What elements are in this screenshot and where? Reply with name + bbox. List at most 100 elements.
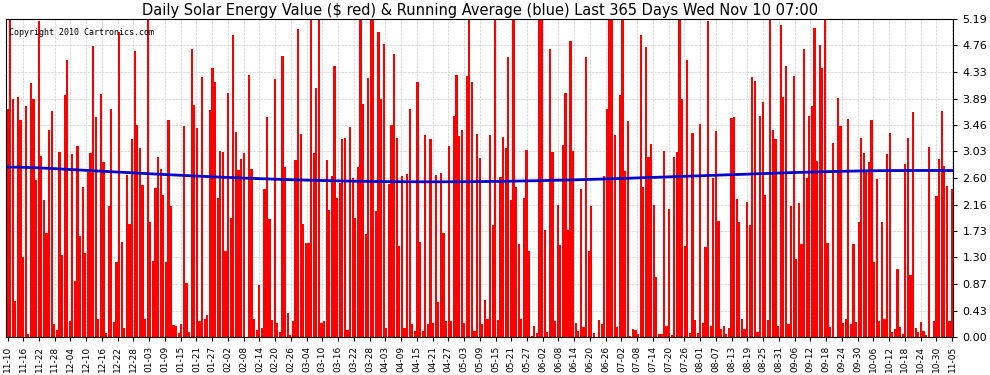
Bar bbox=[403, 328, 406, 337]
Bar bbox=[71, 154, 73, 337]
Bar bbox=[915, 328, 917, 337]
Bar bbox=[30, 83, 32, 337]
Bar bbox=[105, 333, 107, 337]
Bar bbox=[660, 334, 662, 337]
Bar bbox=[61, 255, 63, 337]
Bar bbox=[782, 97, 784, 337]
Bar bbox=[458, 136, 460, 337]
Bar bbox=[774, 139, 777, 337]
Bar bbox=[263, 189, 265, 337]
Bar bbox=[279, 333, 281, 337]
Bar bbox=[827, 243, 829, 337]
Bar bbox=[852, 244, 854, 337]
Bar bbox=[281, 56, 284, 337]
Bar bbox=[824, 19, 826, 337]
Bar bbox=[243, 153, 245, 337]
Bar bbox=[572, 151, 574, 337]
Bar bbox=[819, 45, 821, 337]
Bar bbox=[857, 222, 859, 337]
Bar bbox=[772, 130, 774, 337]
Bar bbox=[427, 324, 429, 337]
Bar bbox=[840, 126, 842, 337]
Bar bbox=[582, 327, 585, 337]
Bar bbox=[544, 230, 545, 337]
Bar bbox=[546, 332, 548, 337]
Bar bbox=[284, 167, 286, 337]
Bar bbox=[564, 93, 566, 337]
Bar bbox=[315, 88, 318, 337]
Bar bbox=[577, 331, 579, 337]
Bar bbox=[766, 320, 769, 337]
Bar bbox=[559, 245, 561, 337]
Bar bbox=[342, 139, 344, 337]
Bar bbox=[745, 202, 748, 337]
Bar bbox=[422, 331, 424, 337]
Bar bbox=[463, 323, 465, 337]
Bar bbox=[590, 206, 592, 337]
Bar bbox=[100, 94, 102, 337]
Bar bbox=[515, 187, 517, 337]
Bar bbox=[419, 242, 421, 337]
Bar bbox=[479, 158, 481, 337]
Bar bbox=[305, 243, 307, 337]
Bar bbox=[668, 209, 670, 337]
Bar bbox=[297, 29, 299, 337]
Bar bbox=[652, 206, 654, 337]
Bar bbox=[191, 49, 193, 337]
Bar bbox=[344, 138, 346, 337]
Bar bbox=[147, 19, 148, 337]
Bar bbox=[129, 225, 131, 337]
Bar bbox=[50, 111, 52, 337]
Bar bbox=[702, 323, 704, 337]
Bar bbox=[471, 82, 473, 337]
Bar bbox=[121, 242, 123, 337]
Bar bbox=[554, 321, 556, 337]
Bar bbox=[248, 75, 249, 337]
Bar bbox=[635, 330, 637, 337]
Bar bbox=[198, 321, 201, 337]
Bar bbox=[276, 322, 278, 337]
Bar bbox=[489, 135, 491, 337]
Bar bbox=[20, 120, 22, 337]
Bar bbox=[561, 145, 564, 337]
Bar bbox=[718, 220, 720, 337]
Bar bbox=[728, 328, 730, 337]
Bar bbox=[816, 160, 818, 337]
Bar bbox=[860, 138, 862, 337]
Bar bbox=[336, 198, 339, 337]
Bar bbox=[142, 185, 144, 337]
Bar bbox=[551, 152, 553, 337]
Bar bbox=[354, 219, 356, 337]
Bar bbox=[255, 330, 257, 337]
Bar bbox=[899, 327, 901, 337]
Bar bbox=[201, 77, 203, 337]
Bar bbox=[468, 19, 470, 337]
Bar bbox=[339, 183, 341, 337]
Bar bbox=[445, 321, 447, 337]
Bar bbox=[801, 244, 803, 337]
Bar bbox=[157, 157, 159, 337]
Bar bbox=[134, 51, 136, 337]
Bar bbox=[630, 336, 632, 337]
Bar bbox=[870, 120, 873, 337]
Bar bbox=[632, 329, 634, 337]
Bar bbox=[417, 82, 419, 337]
Bar bbox=[348, 127, 351, 337]
Bar bbox=[375, 211, 377, 337]
Bar bbox=[910, 275, 912, 337]
Bar bbox=[951, 189, 953, 337]
Bar bbox=[473, 331, 475, 337]
Bar bbox=[933, 321, 935, 337]
Bar bbox=[697, 333, 699, 337]
Bar bbox=[673, 157, 675, 337]
Bar bbox=[432, 323, 435, 337]
Bar bbox=[603, 176, 606, 337]
Bar bbox=[588, 251, 590, 337]
Bar bbox=[855, 322, 857, 337]
Bar bbox=[883, 319, 886, 337]
Bar bbox=[707, 21, 709, 337]
Bar bbox=[847, 119, 849, 337]
Bar bbox=[720, 329, 722, 337]
Bar bbox=[948, 321, 950, 337]
Bar bbox=[323, 321, 325, 337]
